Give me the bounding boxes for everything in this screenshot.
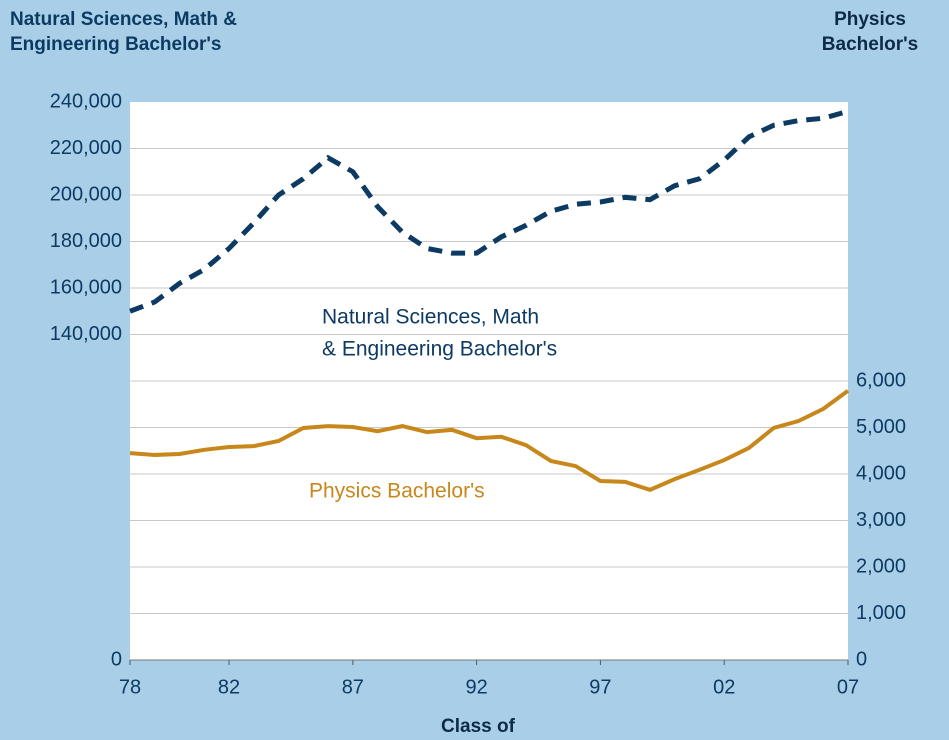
tick-label: 0 bbox=[856, 648, 867, 670]
tick-label: 160,000 bbox=[50, 276, 122, 298]
tick-label: 3,000 bbox=[856, 509, 906, 531]
y2-axis-title: Bachelor's bbox=[822, 34, 918, 55]
y2-axis-title: Physics bbox=[834, 9, 906, 30]
x-tick-label: 82 bbox=[218, 676, 240, 698]
tick-label: 5,000 bbox=[856, 416, 906, 438]
tick-label: 180,000 bbox=[50, 230, 122, 252]
tick-label: 4,000 bbox=[856, 462, 906, 484]
x-tick-label: 07 bbox=[837, 676, 859, 698]
x-axis-title: Class of bbox=[441, 716, 516, 737]
tick-label: 1,000 bbox=[856, 602, 906, 624]
x-tick-label: 78 bbox=[119, 676, 141, 698]
x-tick-label: 92 bbox=[465, 676, 487, 698]
series-line bbox=[129, 389, 850, 492]
series-label: Natural Sciences, Math bbox=[322, 306, 539, 329]
y-axis-title: Engineering Bachelor's bbox=[10, 34, 221, 55]
series-label: Physics Bachelor's bbox=[309, 480, 485, 503]
tick-label: 200,000 bbox=[50, 183, 122, 205]
x-tick-label: 97 bbox=[589, 676, 611, 698]
tick-label: 240,000 bbox=[50, 90, 122, 112]
tick-label: 220,000 bbox=[50, 137, 122, 159]
x-tick-label: 02 bbox=[713, 676, 735, 698]
tick-label: 140,000 bbox=[50, 323, 122, 345]
tick-label: 2,000 bbox=[856, 555, 906, 577]
tick-label: 6,000 bbox=[856, 369, 906, 391]
tick-label: 0 bbox=[111, 648, 122, 670]
y-axis-title: Natural Sciences, Math & bbox=[10, 9, 237, 30]
x-tick-label: 87 bbox=[342, 676, 364, 698]
series-line bbox=[129, 108, 849, 314]
series-label: & Engineering Bachelor's bbox=[322, 338, 557, 361]
